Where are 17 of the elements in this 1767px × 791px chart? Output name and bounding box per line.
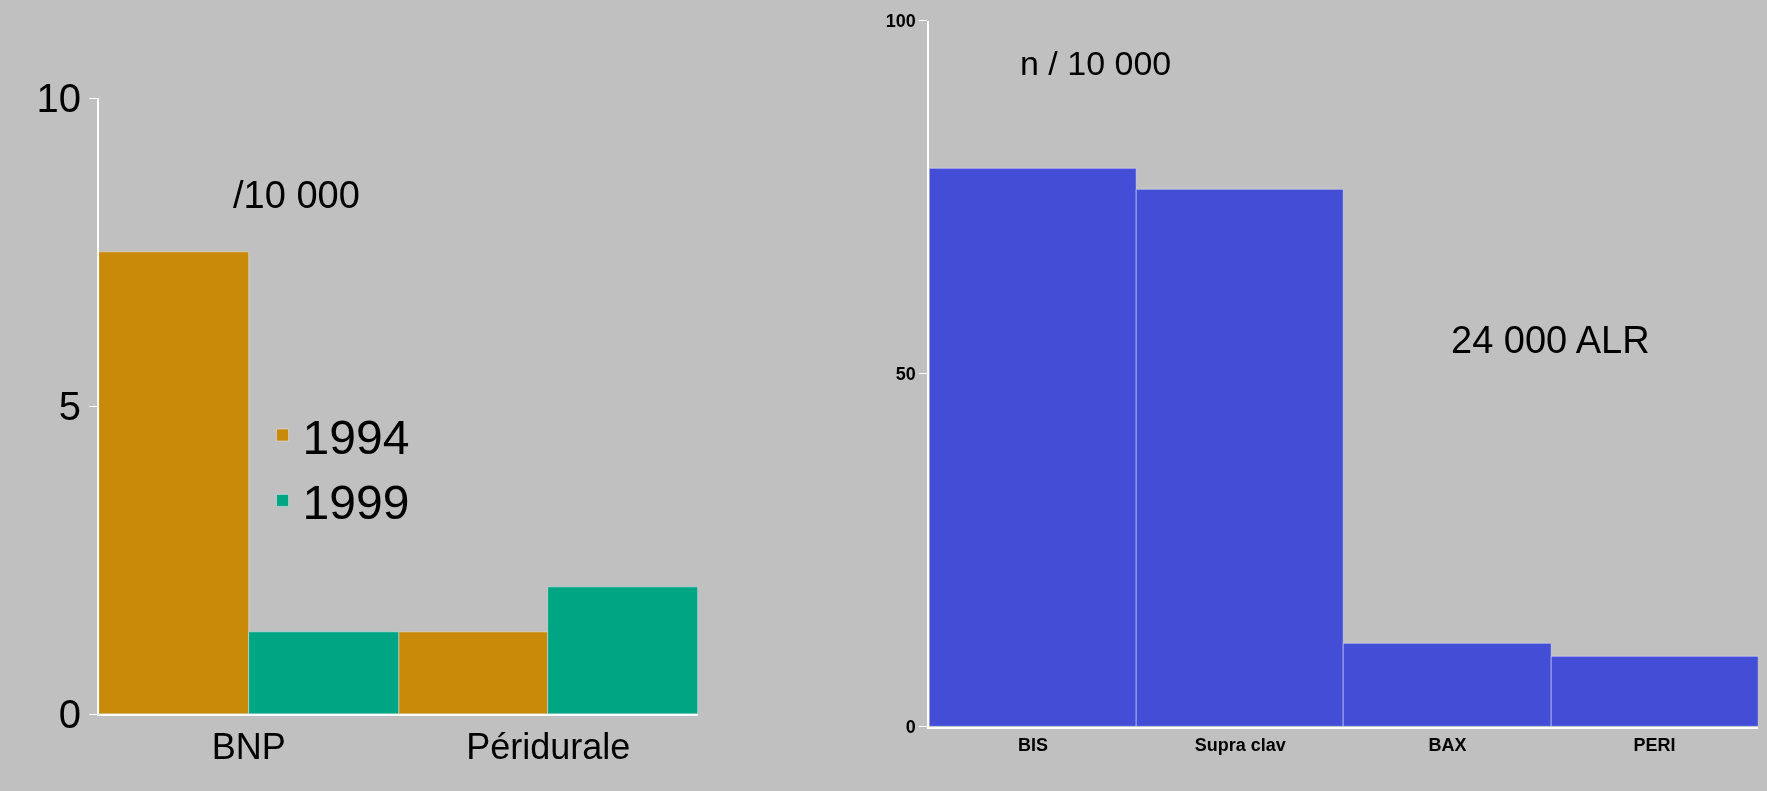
legend-label: 1994 — [302, 410, 410, 464]
y-tick-label: 100 — [885, 10, 916, 31]
x-tick-label: PERI — [1633, 734, 1676, 755]
x-tick-label: Supra clav — [1194, 734, 1286, 755]
x-tick-label: BNP — [211, 726, 286, 768]
x-tick-label: BAX — [1428, 734, 1467, 755]
x-tick-label: Péridurale — [466, 726, 631, 768]
y-tick-label: 50 — [895, 364, 916, 385]
legend-label: 1999 — [302, 476, 410, 530]
annotation: 24 000 ALR — [1451, 319, 1650, 361]
y-tick-label: 0 — [58, 692, 81, 737]
y-tick-label: 0 — [905, 717, 916, 738]
y-tick-label: 10 — [36, 76, 81, 121]
annotation: n / 10 000 — [1020, 44, 1172, 82]
y-tick-label: 5 — [58, 384, 81, 429]
x-tick-label: BIS — [1018, 734, 1049, 755]
annotation: /10 000 — [233, 174, 360, 216]
